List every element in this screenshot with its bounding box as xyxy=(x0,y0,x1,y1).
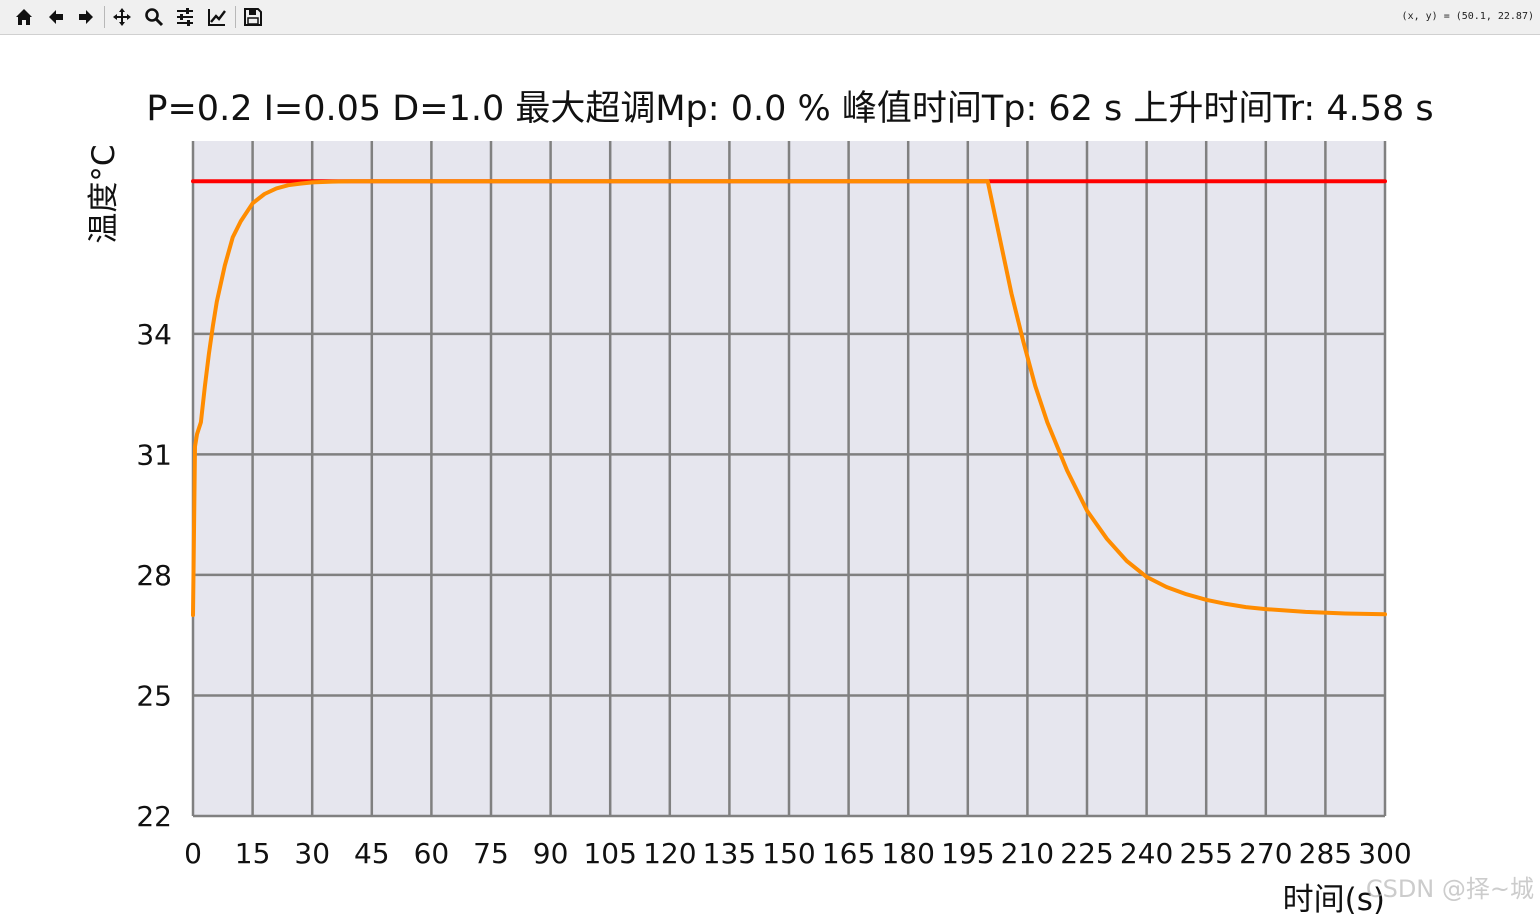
chart-line-icon xyxy=(208,9,226,26)
x-tick-label: 195 xyxy=(941,837,994,870)
x-tick-label: 255 xyxy=(1179,837,1232,870)
x-tick-label: 45 xyxy=(354,837,390,870)
x-tick-label: 0 xyxy=(184,837,202,870)
series-layer xyxy=(191,179,1387,618)
x-tick-label: 285 xyxy=(1299,837,1352,870)
x-tick-label: 120 xyxy=(643,837,696,870)
x-tick-label: 225 xyxy=(1060,837,1113,870)
x-tick-label: 300 xyxy=(1358,837,1411,870)
y-tick-label: 28 xyxy=(136,559,172,592)
x-tick-label: 270 xyxy=(1239,837,1292,870)
save-button[interactable] xyxy=(241,5,265,29)
chart-title: P=0.2 I=0.05 D=1.0 最大超调Mp: 0.0 % 峰值时间Tp:… xyxy=(146,89,1433,129)
x-tick-label: 30 xyxy=(294,837,330,870)
arrow-right-icon xyxy=(79,10,93,24)
watermark: CSDN @择~城 xyxy=(1365,875,1534,903)
y-tick-label: 31 xyxy=(136,438,172,471)
temperature-response-line xyxy=(191,179,1387,618)
x-axis-label: 时间(s) xyxy=(1283,882,1385,914)
cursor-coordinates: (x, y) = (50.1, 22.87) xyxy=(1401,11,1534,22)
y-axis-label: 温度°C xyxy=(86,144,122,243)
grid xyxy=(191,141,1387,818)
x-tick-label: 135 xyxy=(703,837,756,870)
x-tick-label: 210 xyxy=(1001,837,1054,870)
navigation-toolbar: (x, y) = (50.1, 22.87) xyxy=(0,0,1540,35)
move-icon xyxy=(113,8,131,26)
floppy-disk-icon xyxy=(244,8,262,26)
sliders-icon xyxy=(177,8,193,26)
x-tick-label: 105 xyxy=(583,837,636,870)
toolbar-separator xyxy=(235,6,236,28)
toolbar-separator xyxy=(104,6,105,28)
home-icon xyxy=(16,9,32,25)
forward-button[interactable] xyxy=(74,5,98,29)
back-button[interactable] xyxy=(44,5,68,29)
x-tick-label: 15 xyxy=(235,837,271,870)
x-tick-label: 240 xyxy=(1120,837,1173,870)
x-tick-label: 165 xyxy=(822,837,875,870)
edit-axis-button[interactable] xyxy=(205,5,229,29)
x-tick-label: 150 xyxy=(762,837,815,870)
zoom-button[interactable] xyxy=(142,5,166,29)
arrow-left-icon xyxy=(49,10,63,24)
x-tick-labels: 0 15 30 45 60 75 90 105 120 135 150 165 180 195 210 225… xyxy=(184,837,1412,870)
home-button[interactable] xyxy=(12,5,36,29)
x-tick-label: 75 xyxy=(473,837,509,870)
x-tick-label: 90 xyxy=(533,837,569,870)
y-tick-label: 22 xyxy=(136,800,172,833)
y-tick-label: 25 xyxy=(136,679,172,712)
x-tick-label: 60 xyxy=(414,837,450,870)
configure-subplots-button[interactable] xyxy=(173,5,197,29)
pan-button[interactable] xyxy=(110,5,134,29)
magnifier-icon xyxy=(145,8,164,27)
figure-canvas[interactable]: 0 15 30 45 60 75 90 105 120 135 150 165 180 195 210 225… xyxy=(0,34,1540,914)
y-tick-label: 34 xyxy=(136,318,172,351)
x-tick-label: 180 xyxy=(881,837,934,870)
y-tick-labels: 22 25 28 31 34 xyxy=(136,318,172,833)
